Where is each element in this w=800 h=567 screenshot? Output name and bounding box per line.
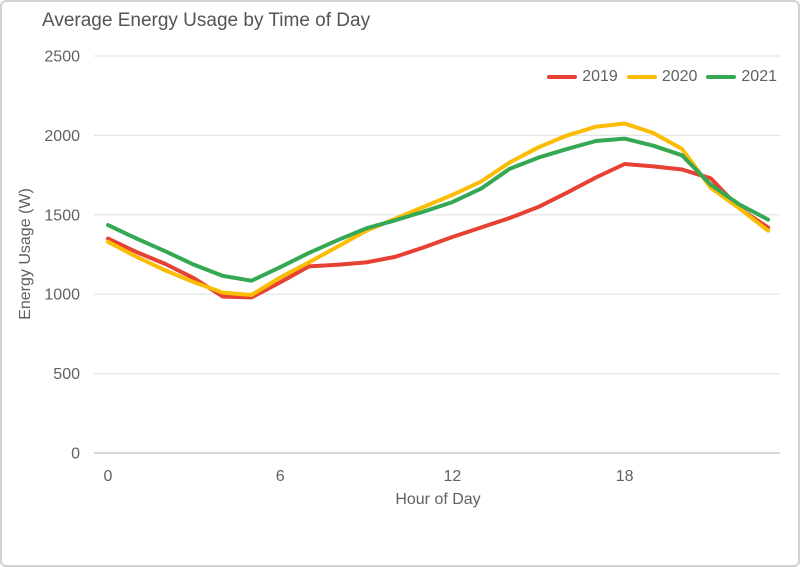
y-tick-label: 1000 [44, 287, 80, 304]
x-tick-label: 12 [444, 468, 462, 485]
series-line-2020 [106, 121, 771, 297]
legend-swatch-2019 [547, 75, 578, 79]
x-tick-label: 6 [276, 468, 285, 485]
y-tick-label: 2000 [44, 128, 80, 145]
legend-item-2019: 2019 [547, 68, 618, 86]
series-line-2021 [106, 136, 771, 283]
y-tick-label: 1500 [44, 207, 80, 224]
legend-item-2020: 2020 [626, 68, 698, 86]
legend-label: 2020 [661, 68, 698, 85]
y-tick-label: 500 [53, 366, 80, 383]
chart-title: Average Energy Usage by Time of Day [42, 10, 371, 31]
x-tick-label: 0 [104, 468, 113, 485]
series-line-2019 [106, 162, 771, 300]
y-tick-label: 0 [71, 446, 80, 463]
legend-item-2021: 2021 [706, 68, 777, 86]
legend-label: 2019 [582, 68, 618, 85]
legend: 2019 2020 2021 [547, 68, 777, 86]
legend-swatch-2020 [626, 75, 657, 79]
y-tick-label: 2500 [44, 49, 80, 66]
legend-swatch-2021 [706, 75, 737, 79]
x-tick-label: 18 [616, 468, 634, 485]
x-axis-title: Hour of Day [395, 491, 481, 508]
legend-label: 2021 [741, 68, 777, 85]
